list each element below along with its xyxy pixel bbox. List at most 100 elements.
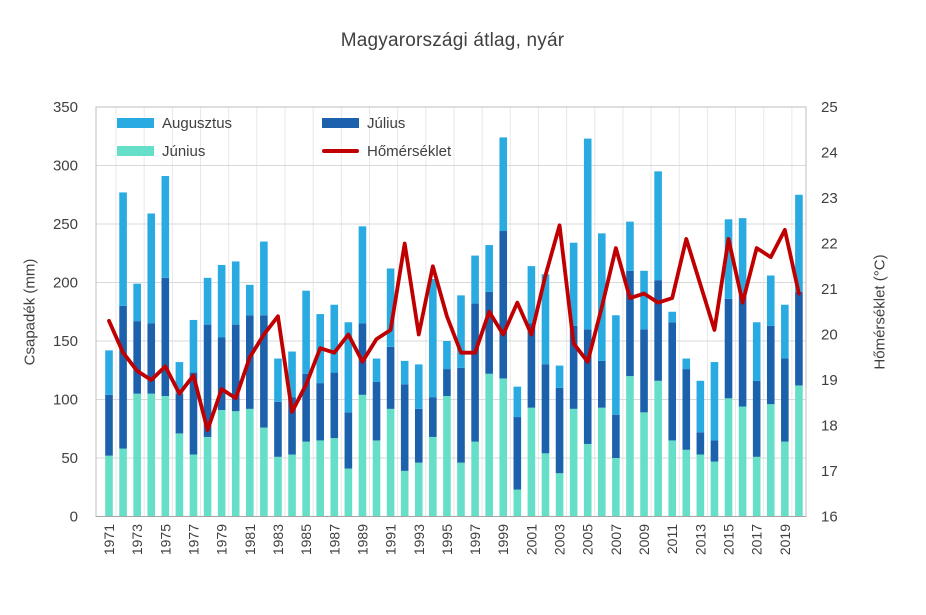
bar-segment — [330, 438, 339, 517]
bar-segment — [133, 283, 141, 322]
bar-segment — [189, 319, 198, 373]
x-tick-label: 1971 — [101, 524, 117, 555]
bar-segment — [598, 233, 606, 361]
left-tick-label: 150 — [53, 333, 78, 350]
bar-segment — [119, 192, 127, 306]
bar-segment — [189, 372, 198, 455]
bar-segment — [457, 295, 465, 368]
bar-segment — [175, 433, 184, 517]
bar-segment — [260, 427, 268, 517]
right-tick-label: 18 — [821, 418, 838, 435]
bar-segment — [147, 323, 156, 394]
bar-segment — [612, 414, 620, 458]
bar-segment — [682, 369, 691, 450]
x-tick-label: 2001 — [523, 524, 539, 555]
bar-segment — [710, 362, 719, 441]
bar-segment — [471, 441, 479, 517]
bar-segment — [738, 295, 747, 407]
bar-segment — [724, 398, 733, 517]
bar-segment — [738, 218, 747, 296]
x-tick-label: 1997 — [467, 524, 483, 555]
bar-segment — [513, 489, 522, 517]
bar-segment — [400, 470, 409, 517]
bar-segment — [316, 440, 324, 517]
bar-segment — [626, 270, 634, 377]
bar-segment — [569, 242, 578, 326]
bar-segment — [260, 241, 268, 316]
right-tick-label: 17 — [821, 463, 838, 480]
bar-segment — [105, 394, 113, 456]
bar-segment — [541, 364, 550, 454]
bar-segment — [583, 329, 592, 444]
bar-segment — [781, 441, 789, 517]
augusztus-swatch-icon — [117, 118, 154, 128]
x-tick-label: 1991 — [383, 524, 399, 555]
right-tick-label: 20 — [821, 327, 838, 344]
left-axis-tick-labels: 0 50 100 150 200 250 300 350 — [53, 99, 78, 526]
bar-segment — [344, 322, 353, 413]
left-tick-label: 250 — [53, 216, 78, 233]
bar-segment — [330, 304, 339, 373]
junius-swatch-icon — [117, 146, 154, 156]
temperature-line — [107, 223, 801, 432]
bar-segment — [668, 322, 676, 441]
homerseklet-line-swatch-icon — [322, 148, 359, 154]
bar-segment — [457, 462, 465, 517]
right-tick-label: 16 — [821, 509, 838, 526]
bar-segment — [654, 171, 662, 281]
bar-segment — [682, 358, 691, 370]
bar-segment — [105, 455, 113, 517]
x-tick-label: 1979 — [214, 524, 230, 555]
right-tick-label: 22 — [821, 236, 838, 253]
bar-segment — [274, 456, 282, 517]
bar-segment — [485, 291, 493, 374]
bar-segment — [316, 383, 324, 441]
bar-segment — [133, 321, 141, 394]
x-tick-label: 2007 — [608, 524, 624, 555]
bar-segment — [203, 436, 212, 517]
bar-segment — [217, 337, 226, 411]
bar-segment — [766, 275, 775, 326]
bar-segment — [372, 358, 381, 382]
bar-segment — [274, 401, 282, 457]
bar-segment — [119, 448, 127, 517]
bar-segment — [513, 386, 522, 418]
bar-segment — [471, 303, 479, 442]
bar-segment — [414, 364, 423, 409]
x-tick-label: 2015 — [721, 524, 737, 555]
bar-segment — [795, 291, 803, 386]
bar-segment — [358, 226, 367, 324]
bar-segment — [612, 315, 620, 415]
bar-segment — [724, 219, 733, 299]
left-tick-label: 350 — [53, 99, 78, 116]
bar-segment — [668, 440, 676, 517]
bars-augusztus — [105, 137, 803, 441]
bar-segment — [429, 278, 437, 398]
x-tick-label: 1987 — [326, 524, 342, 555]
bar-segment — [795, 194, 803, 292]
bar-segment — [302, 373, 310, 442]
bar-segment — [372, 440, 381, 517]
left-tick-label: 100 — [53, 392, 78, 409]
bar-segment — [569, 408, 578, 517]
bar-segment — [457, 367, 465, 463]
bar-segment — [752, 322, 761, 381]
legend-label-julius: Július — [367, 114, 406, 132]
right-tick-label: 23 — [821, 190, 838, 207]
x-tick-label: 1993 — [411, 524, 427, 555]
left-tick-label: 0 — [70, 509, 78, 526]
bar-segment — [400, 360, 409, 385]
x-tick-label: 2003 — [552, 524, 568, 555]
bar-segment — [231, 324, 240, 412]
right-tick-label: 25 — [821, 99, 838, 116]
bar-segment — [386, 408, 395, 517]
bar-segment — [485, 373, 493, 517]
bar-segment — [598, 407, 606, 517]
bar-segment — [260, 315, 268, 428]
bar-segment — [119, 305, 127, 449]
bar-segment — [795, 385, 803, 517]
julius-swatch-icon — [322, 118, 359, 128]
legend-label-augusztus: Augusztus — [162, 114, 233, 132]
x-tick-label: 1983 — [270, 524, 286, 555]
left-tick-label: 50 — [61, 450, 78, 467]
